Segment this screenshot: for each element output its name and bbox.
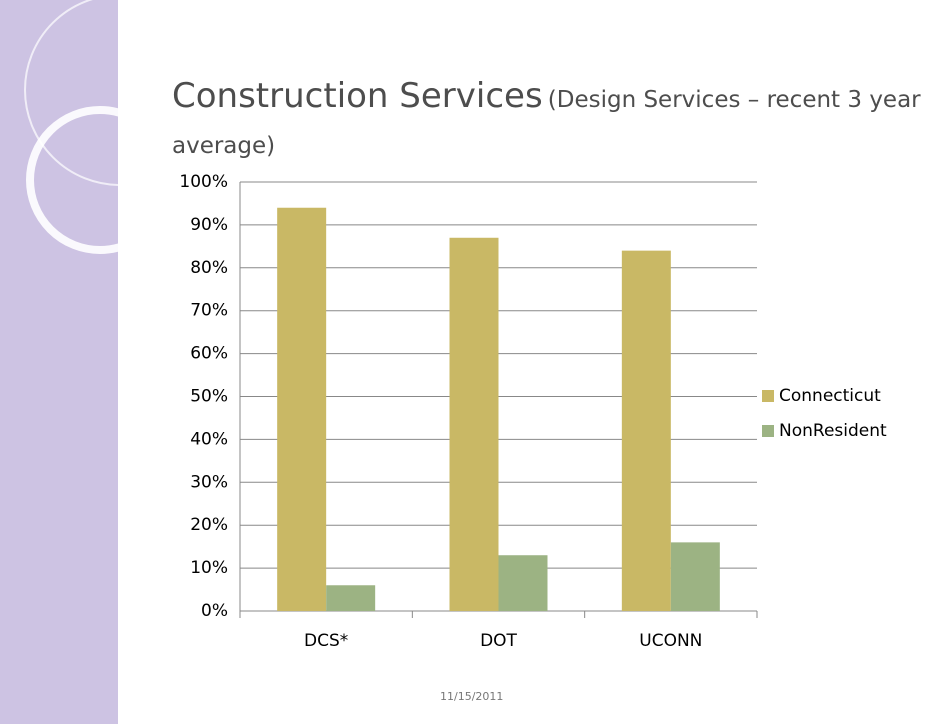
y-tick-label: 50%: [190, 387, 228, 407]
y-tick-label: 100%: [179, 172, 228, 192]
side-strip: [0, 0, 118, 724]
chart-title: Construction Services: [172, 76, 543, 116]
y-tick-label: 90%: [190, 215, 228, 235]
y-tick-label: 60%: [190, 344, 228, 364]
footer-date: 11/15/2011: [440, 690, 503, 703]
y-tick-label: 40%: [190, 429, 228, 449]
x-tick-label: UCONN: [639, 631, 702, 651]
bar: [277, 208, 326, 611]
bar: [450, 238, 499, 611]
y-tick-label: 10%: [190, 558, 228, 578]
y-tick-label: 30%: [190, 472, 228, 492]
bar: [671, 542, 720, 611]
x-tick-label: DCS*: [304, 631, 348, 651]
y-tick-label: 0%: [201, 601, 228, 621]
legend-swatch: [762, 425, 774, 437]
legend-label: NonResident: [779, 421, 887, 441]
strip-decoration: [0, 0, 118, 724]
x-tick-label: DOT: [480, 631, 517, 651]
heading: Construction Services (Design Services –…: [172, 74, 932, 170]
y-tick-label: 80%: [190, 258, 228, 278]
bar: [499, 555, 548, 611]
bar: [622, 251, 671, 611]
bar: [326, 585, 375, 611]
legend-swatch: [762, 390, 774, 402]
legend-label: Connecticut: [779, 386, 881, 406]
slide: {"chart_data": {"type": "bar", "title": …: [0, 0, 946, 724]
y-tick-label: 20%: [190, 515, 228, 535]
y-tick-label: 70%: [190, 301, 228, 321]
